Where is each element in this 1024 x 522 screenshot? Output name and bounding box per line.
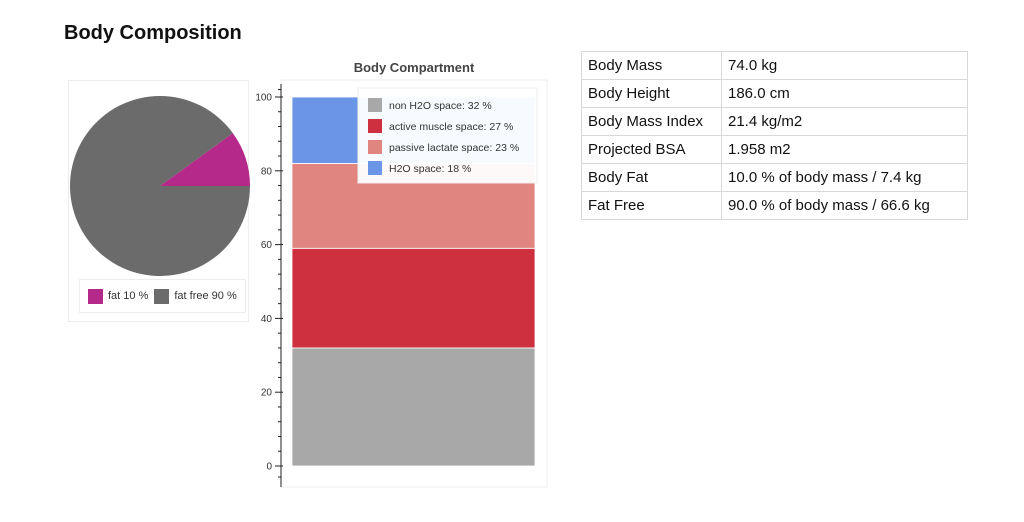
legend-swatch-1 (368, 98, 382, 112)
pie-slice-fat (160, 133, 250, 186)
y-tick-label: 80 (261, 166, 273, 177)
chart-title: Body Compartment (354, 60, 475, 75)
pie-legend: fat 10 % fat free 90 % (79, 279, 246, 313)
legend-label-1: non H2O space: 32 % (389, 100, 492, 112)
bar-segment-1 (291, 347, 536, 467)
table-cell-label: Body Fat (581, 163, 722, 192)
bar-segment-2 (291, 247, 536, 349)
y-tick-label: 100 (255, 93, 272, 104)
legend-entry-fat-free: fat free 90 % (154, 288, 237, 304)
table-cell-value: 186.0 cm (721, 79, 968, 108)
table-cell-label: Body Height (581, 79, 722, 108)
y-tick-label: 60 (261, 240, 273, 251)
table-cell-value: 74.0 kg (721, 51, 968, 80)
table-cell-value: 1.958 m2 (721, 135, 968, 164)
pie-slice-fat-free (70, 96, 250, 277)
body-metrics-table: Body Mass 74.0 kg Body Height 186.0 cm Body … (581, 51, 968, 220)
pie-chart-panel: fat 10 % fat free 90 % (68, 80, 250, 322)
legend-swatch-3 (368, 140, 382, 154)
y-tick-label: 0 (266, 462, 272, 473)
y-tick-label: 40 (261, 314, 273, 325)
table-row: Body Mass 74.0 kg (581, 51, 968, 80)
legend-swatch-2 (368, 119, 382, 133)
table-row: Body Fat 10.0 % of body mass / 7.4 kg (581, 163, 968, 192)
table-cell-label: Projected BSA (581, 135, 722, 164)
legend-swatch-fat (88, 288, 103, 304)
legend-label-2: active muscle space: 27 % (389, 121, 513, 133)
table-cell-label: Body Mass (581, 51, 722, 80)
table-row: Body Height 186.0 cm (581, 79, 968, 108)
legend-swatch-fat-free (154, 288, 170, 304)
legend-box (357, 87, 538, 184)
pie-chart (70, 96, 250, 277)
stacked-bar-chart: Body Compartment 0 20 40 60 80 100 non H2O spac… (255, 60, 548, 488)
bar-legend: non H2O space: 32 % active muscle space: … (357, 87, 538, 184)
table-row: Body Mass Index 21.4 kg/m2 (581, 107, 968, 136)
table-row: Fat Free 90.0 % of body mass / 66.6 kg (581, 191, 968, 220)
table-cell-label: Body Mass Index (581, 107, 722, 136)
table-cell-value: 21.4 kg/m2 (721, 107, 968, 136)
table-cell-label: Fat Free (581, 191, 722, 220)
legend-label-fat: fat 10 % (108, 290, 149, 302)
page-title: Body Composition (64, 22, 242, 44)
table-cell-value: 10.0 % of body mass / 7.4 kg (721, 163, 968, 192)
legend-swatch-4 (368, 161, 382, 175)
legend-label-3: passive lactate space: 23 % (389, 142, 519, 154)
legend-label-fat-free: fat free 90 % (174, 290, 237, 302)
bar-chart-panel: Body Compartment 0 20 40 60 80 100 non H2O spac… (245, 55, 550, 500)
y-tick-label: 20 (261, 388, 273, 399)
table-cell-value: 90.0 % of body mass / 66.6 kg (721, 191, 968, 220)
table-row: Projected BSA 1.958 m2 (581, 135, 968, 164)
legend-label-4: H2O space: 18 % (389, 163, 471, 175)
legend-entry-fat: fat 10 % (88, 288, 149, 304)
